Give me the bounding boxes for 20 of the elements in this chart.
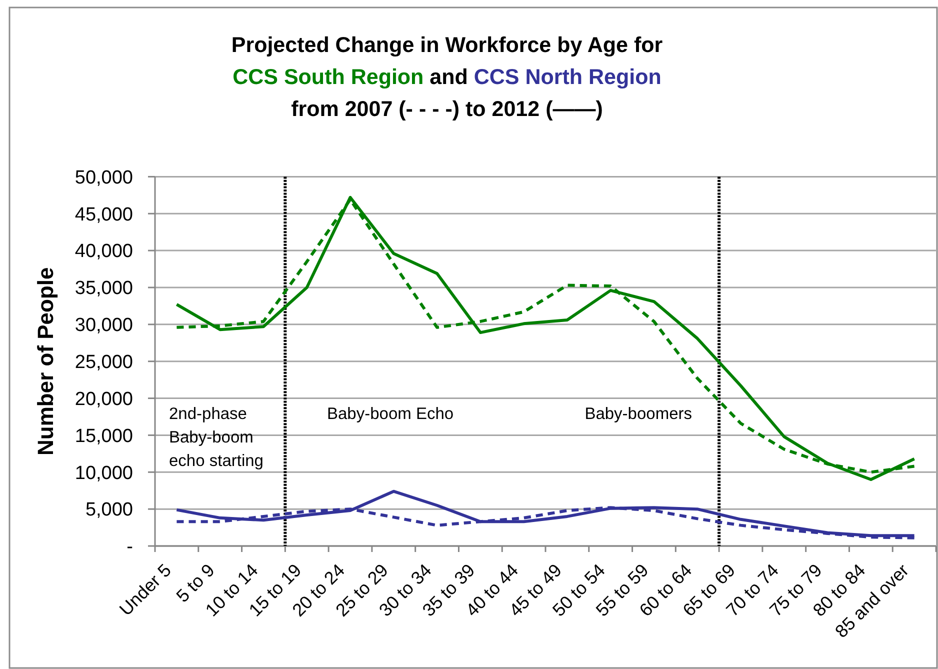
text: CCS South Region — [232, 65, 424, 89]
y-tick-label: 25,000 — [74, 352, 133, 373]
y-tick-label: 15,000 — [74, 426, 133, 447]
annotation: 2nd-phase Baby-boom echo starting — [169, 404, 264, 470]
chart-title: Projected Change in Workforce by Age for — [231, 33, 664, 57]
y-tick-label: 45,000 — [74, 204, 133, 226]
text: and — [430, 65, 468, 89]
y-tick-label: 50,000 — [74, 167, 133, 188]
annotation: Baby-boomers — [584, 404, 692, 423]
annotation: Baby-boom Echo — [327, 404, 454, 423]
y-tick-label: 10,000 — [74, 462, 133, 484]
y-tick-label: 35,000 — [74, 278, 133, 300]
y-tick-label: 40,000 — [74, 241, 133, 262]
text: CCS North Region — [474, 65, 662, 89]
y-tick-label: 20,000 — [74, 388, 133, 410]
y-axis-title: Number of People — [33, 267, 58, 456]
y-tick-label: - — [126, 536, 133, 558]
y-tick-label: 5,000 — [85, 500, 133, 521]
y-tick-label: 30,000 — [74, 315, 133, 336]
chart-subtitle: from 2007 (- - - -) to 2012 (——) — [291, 97, 603, 121]
